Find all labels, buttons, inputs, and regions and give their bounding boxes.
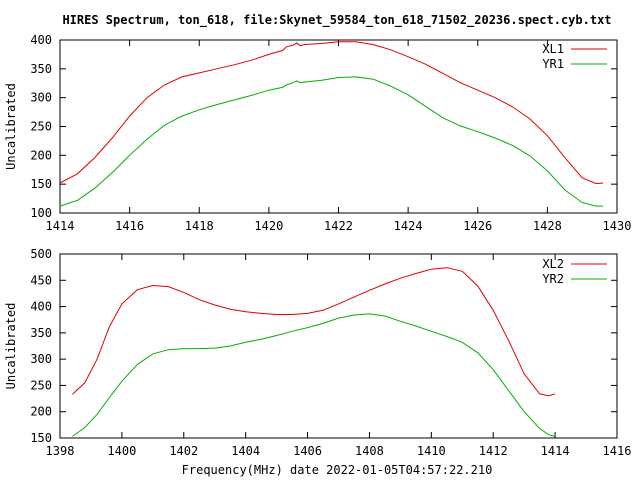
x-tick-label: 1428: [533, 219, 562, 233]
y-tick-label: 350: [30, 326, 52, 340]
chart-panel-1: 1414 1416 1418 1420 1422 1424 1426 1428 1430 100 1…: [4, 33, 631, 233]
x-tick-label: 1406: [293, 444, 322, 458]
y-tick-label: 500: [30, 247, 52, 261]
series-line-xl1: [59, 41, 604, 185]
y-tick-label: 450: [30, 273, 52, 287]
y-tick-label: 150: [30, 177, 52, 191]
legend-label-xl1: XL1: [542, 42, 564, 56]
y-tick-label: 150: [30, 431, 52, 445]
x-tick-label: 1420: [254, 219, 283, 233]
y-tick-label: 300: [30, 352, 52, 366]
y-tick-label: 400: [30, 33, 52, 47]
x-tick-label: 1416: [603, 444, 632, 458]
x-tick-label: 1426: [463, 219, 492, 233]
x-tick-label: 1410: [417, 444, 446, 458]
y-tick-label: 350: [30, 62, 52, 76]
y-tick-label: 250: [30, 378, 52, 392]
legend-label-yr2: YR2: [542, 272, 564, 286]
x-tick-label: 1404: [231, 444, 260, 458]
x-tick-label: 1412: [479, 444, 508, 458]
y-tick-label: 250: [30, 120, 52, 134]
plot-frame: [59, 253, 618, 439]
y-tick-label: 200: [30, 405, 52, 419]
y-axis-label: Uncalibrated: [4, 83, 18, 170]
x-tick-label: 1414: [541, 444, 570, 458]
chart-panel-2: 1398 1400 1402 1404 1406 1408 1410 1412 1414 1416…: [4, 247, 631, 458]
chart-panels: 1414 1416 1418 1420 1422 1424 1426 1428 14301001…: [4, 33, 631, 458]
x-tick-label: 1398: [46, 444, 75, 458]
legend-label-yr1: YR1: [542, 57, 564, 71]
y-tick-label: 300: [30, 91, 52, 105]
x-tick-label: 1418: [185, 219, 214, 233]
x-tick-label: 1422: [324, 219, 353, 233]
series-line-yr1: [59, 76, 604, 207]
x-tick-label: 1402: [169, 444, 198, 458]
figure-title: HIRES Spectrum, ton_618, file:Skynet_595…: [62, 13, 611, 28]
x-tick-label: 1424: [394, 219, 423, 233]
x-tick-label: 1430: [603, 219, 632, 233]
legend-label-xl2: XL2: [542, 257, 564, 271]
x-tick-label: 1416: [115, 219, 144, 233]
y-tick-label: 200: [30, 148, 52, 162]
x-axis-label: Frequency(MHz) date 2022-01-05T04:57:22.…: [182, 463, 493, 477]
series-line-xl2: [72, 267, 556, 397]
y-axis-label: Uncalibrated: [4, 303, 18, 390]
y-tick-label: 400: [30, 300, 52, 314]
x-tick-label: 1414: [46, 219, 75, 233]
series-line-yr2: [72, 313, 556, 437]
x-tick-label: 1408: [355, 444, 384, 458]
y-tick-label: 100: [30, 206, 52, 220]
x-tick-label: 1400: [107, 444, 136, 458]
